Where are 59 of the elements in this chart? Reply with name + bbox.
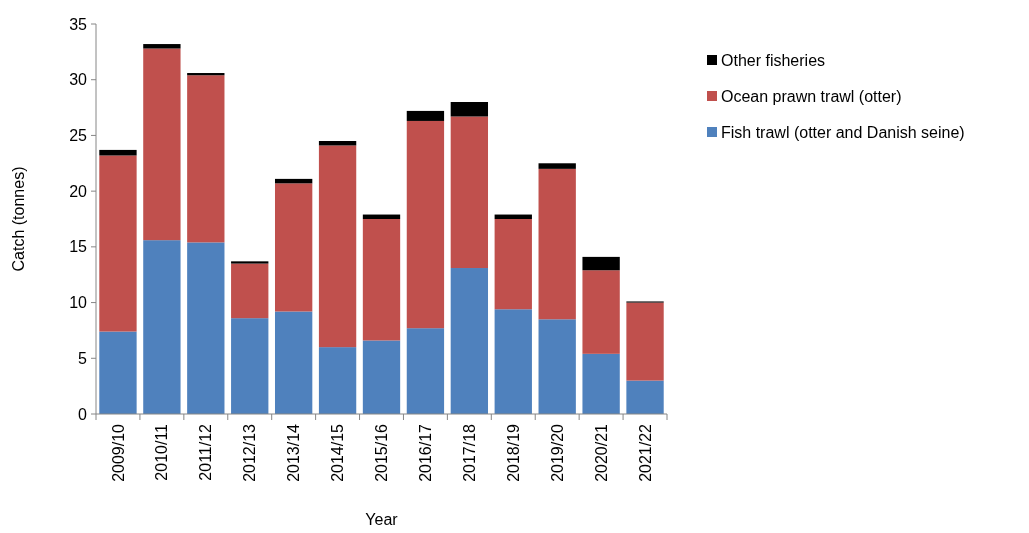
y-tick-label: 30	[69, 71, 88, 89]
y-tick-label: 10	[69, 294, 88, 312]
y-tick-label: 25	[69, 127, 88, 145]
y-axis-title: Catch (tonnes)	[10, 166, 27, 272]
bar	[187, 242, 225, 414]
bar	[538, 319, 576, 414]
y-tick-label: 35	[69, 15, 88, 33]
legend-label: Fish trawl (otter and Danish seine)	[721, 123, 965, 141]
y-tick-label: 20	[69, 182, 88, 200]
x-tick-label: 2014/15	[329, 423, 347, 482]
x-tick-label: 2016/17	[417, 423, 435, 482]
bar	[231, 318, 269, 414]
bar	[494, 219, 532, 310]
bar	[99, 155, 137, 332]
x-tick-label: 2012/13	[241, 423, 259, 482]
bar	[99, 149, 137, 156]
bar	[538, 163, 576, 169]
x-tick-label: 2011/12	[197, 423, 215, 481]
x-tick-label: 2018/19	[504, 423, 522, 482]
x-tick-label: 2010/11	[153, 423, 171, 481]
bar	[450, 116, 489, 269]
y-tick-label: 5	[78, 349, 88, 367]
bar	[626, 302, 664, 381]
x-tick-label: 2020/21	[592, 423, 610, 482]
legend-label: Ocean prawn trawl (otter)	[721, 87, 902, 105]
bar	[626, 380, 664, 414]
bar	[406, 110, 445, 121]
bar	[231, 261, 269, 264]
x-tick-label: 2017/18	[460, 423, 478, 482]
bar	[99, 331, 137, 414]
bar	[450, 102, 489, 117]
x-tick-label: 2019/20	[548, 423, 566, 482]
x-tick-label: 2013/14	[285, 423, 303, 482]
bar	[231, 263, 269, 319]
bar	[143, 48, 181, 241]
x-tick-label: 2015/16	[373, 423, 391, 482]
y-tick-label: 15	[69, 238, 88, 256]
bar	[582, 256, 620, 271]
bar	[143, 240, 181, 414]
bar	[538, 168, 576, 320]
bar	[274, 183, 313, 312]
x-tick-label: 2021/22	[636, 423, 654, 482]
x-axis-title: Year	[365, 511, 399, 528]
bar	[450, 268, 489, 414]
bar	[318, 347, 357, 414]
y-tick-label: 0	[78, 405, 88, 423]
bar	[318, 145, 357, 348]
bar	[274, 311, 313, 414]
bar	[582, 270, 620, 354]
bar	[187, 75, 225, 243]
bar	[406, 120, 445, 329]
x-tick-label: 2009/10	[109, 423, 127, 482]
bar	[143, 44, 181, 49]
bar	[362, 340, 401, 414]
bar	[406, 328, 445, 414]
bar	[582, 353, 620, 414]
bar	[494, 309, 532, 414]
bar	[362, 219, 401, 341]
legend-label: Other fisheries	[721, 51, 826, 69]
